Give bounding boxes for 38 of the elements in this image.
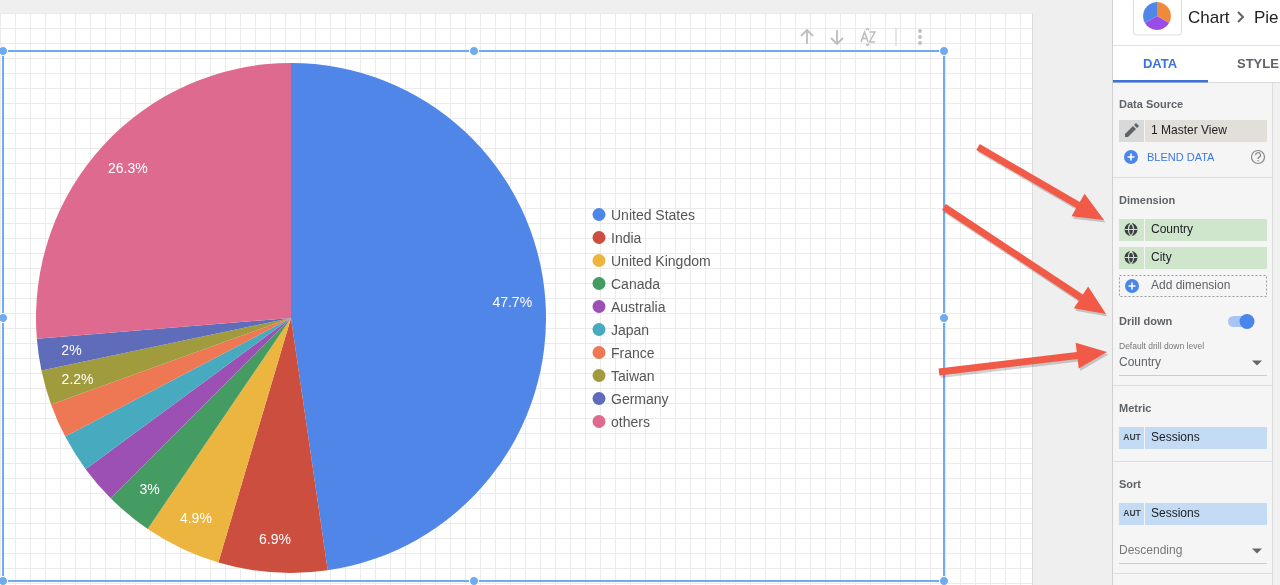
- legend-label: Australia: [611, 298, 666, 315]
- text: STYLE: [1237, 55, 1280, 71]
- legend-label: Taiwan: [611, 367, 655, 384]
- text: Chart: [1188, 7, 1230, 27]
- text: Country: [1119, 355, 1162, 369]
- legend-label: United Kingdom: [611, 252, 711, 269]
- text: Pie: [1254, 7, 1279, 27]
- text: BLEND DATA: [1147, 151, 1216, 163]
- text: Sessions: [1151, 430, 1200, 444]
- text: Data Source: [1119, 98, 1184, 110]
- data-label: 3%: [139, 480, 160, 497]
- text: AUT: [1123, 432, 1142, 442]
- text: Drill down: [1119, 315, 1173, 327]
- legend-label: Canada: [611, 275, 661, 292]
- text: AUT: [1123, 508, 1142, 518]
- data-label: 2%: [61, 341, 82, 358]
- legend-label: India: [611, 229, 642, 246]
- text: Descending: [1119, 543, 1183, 557]
- legend-label: others: [611, 413, 650, 430]
- data-label: 26.3%: [108, 159, 148, 176]
- text: Sort: [1119, 478, 1142, 490]
- legend-label: United States: [611, 206, 696, 223]
- text: Metric: [1119, 402, 1152, 414]
- data-label: 47.7%: [492, 293, 533, 310]
- legend-label: Germany: [611, 390, 669, 407]
- data-label: 6.9%: [259, 531, 291, 548]
- legend-label: France: [611, 344, 655, 361]
- data-label: 2.2%: [61, 370, 94, 387]
- text: City: [1151, 250, 1172, 264]
- text: Dimension: [1119, 194, 1176, 206]
- text: Sessions: [1151, 506, 1200, 520]
- data-label: 4.9%: [179, 510, 212, 527]
- legend-label: Japan: [611, 321, 650, 338]
- text: Country: [1151, 222, 1194, 236]
- text: Add dimension: [1151, 278, 1231, 292]
- text: 1 Master View: [1151, 123, 1228, 137]
- text: DATA: [1142, 55, 1178, 71]
- text: Default drill down level: [1119, 341, 1205, 351]
